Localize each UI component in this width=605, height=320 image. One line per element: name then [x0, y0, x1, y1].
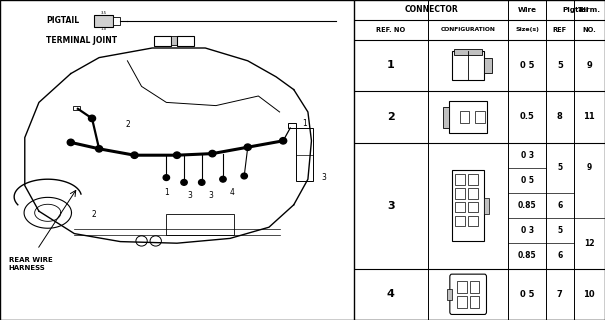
Text: 11: 11 [583, 112, 595, 121]
Bar [468, 202, 478, 212]
Text: CONNECTOR: CONNECTOR [404, 5, 458, 14]
Bar [94, 15, 113, 27]
Text: 9: 9 [586, 61, 592, 70]
Circle shape [209, 150, 216, 157]
Text: 2: 2 [91, 210, 96, 219]
Text: TERMINAL JOINT: TERMINAL JOINT [46, 36, 117, 45]
Bar [166, 214, 234, 235]
Circle shape [163, 175, 169, 180]
Text: 1.0: 1.0 [100, 27, 107, 31]
Circle shape [88, 115, 96, 122]
Text: REF. NO: REF. NO [376, 27, 405, 33]
Text: 3: 3 [387, 201, 394, 211]
Bar [455, 215, 465, 226]
Circle shape [96, 146, 103, 152]
Bar [452, 51, 485, 80]
Bar [452, 170, 485, 241]
Bar [455, 174, 465, 185]
Text: 12: 12 [584, 239, 595, 248]
Text: 3: 3 [208, 191, 213, 200]
Text: 4: 4 [387, 289, 395, 299]
Bar [468, 215, 478, 226]
Bar [469, 281, 479, 293]
Text: 0.85: 0.85 [518, 201, 537, 210]
Text: Wire: Wire [518, 7, 537, 13]
Text: 8: 8 [557, 112, 563, 121]
Bar [460, 111, 469, 123]
Text: 5: 5 [557, 61, 563, 70]
Text: 1: 1 [387, 60, 394, 70]
Text: 4: 4 [229, 188, 234, 197]
Text: 6: 6 [557, 252, 563, 260]
Text: 0 3: 0 3 [521, 151, 534, 160]
Text: 0 5: 0 5 [521, 176, 534, 185]
Bar [457, 296, 466, 308]
Text: Pigtail: Pigtail [562, 7, 589, 13]
Bar [454, 49, 482, 55]
Bar [171, 36, 177, 45]
Text: 9: 9 [587, 163, 592, 172]
Bar [113, 17, 120, 25]
Text: 5: 5 [557, 163, 563, 172]
Text: REAR WIRE
HARNESS: REAR WIRE HARNESS [9, 258, 53, 270]
Text: 1: 1 [164, 188, 169, 197]
Text: 0 3: 0 3 [521, 226, 534, 235]
Text: PIGTAIL: PIGTAIL [46, 16, 79, 25]
Bar [485, 197, 489, 213]
Text: 2: 2 [387, 112, 394, 122]
Text: 0.85: 0.85 [518, 252, 537, 260]
Circle shape [131, 152, 138, 158]
Text: 10: 10 [583, 290, 595, 299]
Circle shape [244, 144, 251, 150]
Text: 3.5: 3.5 [100, 11, 106, 15]
Text: REF: REF [553, 27, 567, 33]
Text: CONFIGURATION: CONFIGURATION [440, 27, 495, 32]
Bar [468, 174, 478, 185]
Bar [154, 36, 171, 46]
Circle shape [241, 173, 247, 179]
Text: 6: 6 [557, 201, 563, 210]
Bar [177, 36, 194, 46]
Bar [289, 123, 296, 128]
Bar [455, 202, 465, 212]
Bar [469, 296, 479, 308]
Text: 0 5: 0 5 [520, 290, 534, 299]
Bar [485, 58, 491, 73]
Text: 0.5: 0.5 [520, 112, 535, 121]
Text: 2: 2 [125, 120, 130, 129]
Circle shape [174, 152, 180, 158]
Bar [73, 106, 80, 110]
Bar [450, 101, 487, 133]
Text: NO.: NO. [582, 27, 596, 33]
Bar [468, 188, 478, 198]
Bar [447, 289, 452, 300]
Bar [455, 188, 465, 198]
Text: 1: 1 [302, 119, 307, 128]
FancyBboxPatch shape [450, 274, 486, 315]
Text: 3: 3 [321, 173, 326, 182]
Bar [457, 281, 466, 293]
Text: Size(s): Size(s) [515, 27, 539, 32]
Circle shape [198, 180, 205, 185]
Text: 0 5: 0 5 [520, 61, 534, 70]
Circle shape [280, 138, 287, 144]
Text: 7: 7 [557, 290, 563, 299]
Circle shape [181, 180, 187, 185]
Circle shape [67, 139, 74, 146]
Text: 3: 3 [187, 191, 192, 200]
Bar [475, 111, 485, 123]
Circle shape [220, 176, 226, 182]
Text: 5: 5 [557, 226, 563, 235]
Text: Term.: Term. [578, 7, 601, 13]
Bar [443, 107, 450, 128]
Bar [295, 128, 313, 181]
